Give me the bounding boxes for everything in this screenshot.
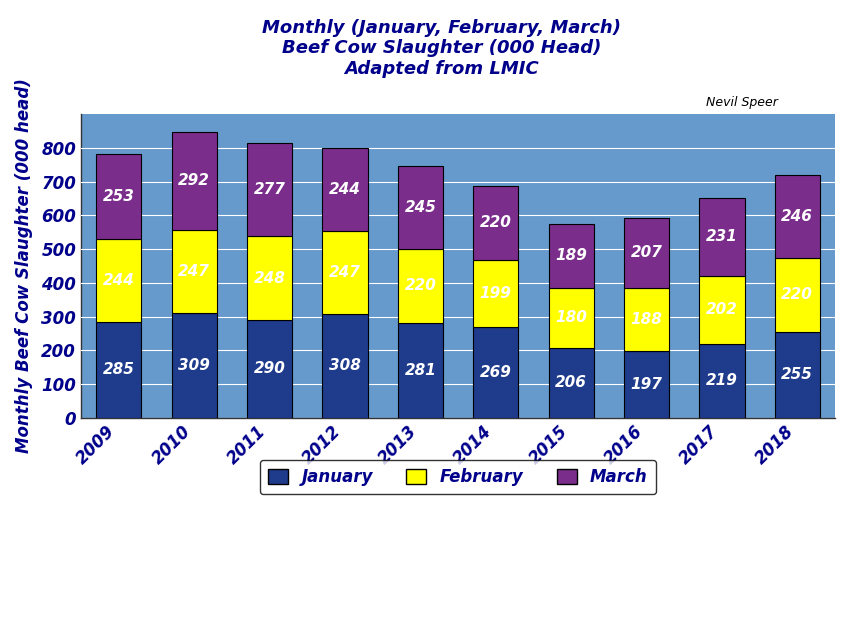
Bar — [247, 236, 292, 320]
Text: Nevil Speer: Nevil Speer — [706, 96, 778, 109]
Text: 292: 292 — [178, 174, 210, 188]
Text: 277: 277 — [253, 182, 286, 197]
Bar — [172, 230, 217, 314]
Text: 269: 269 — [479, 365, 512, 380]
Text: 308: 308 — [329, 358, 361, 373]
Text: 220: 220 — [405, 278, 436, 293]
Bar — [247, 143, 292, 236]
Text: 206: 206 — [555, 376, 587, 391]
Bar — [96, 154, 141, 239]
Text: 202: 202 — [706, 303, 738, 317]
Bar — [473, 327, 518, 418]
Text: 244: 244 — [103, 273, 134, 288]
Text: 285: 285 — [103, 362, 134, 377]
Text: Monthly (January, February, March)
Beef Cow Slaughter (000 Head)
Adapted from LM: Monthly (January, February, March) Beef … — [263, 19, 621, 78]
Text: 180: 180 — [555, 311, 587, 326]
Text: 247: 247 — [329, 265, 361, 280]
Text: 245: 245 — [405, 200, 436, 215]
Text: 281: 281 — [405, 363, 436, 378]
Bar — [700, 198, 745, 276]
Text: 244: 244 — [329, 182, 361, 197]
Text: 255: 255 — [781, 367, 813, 382]
Bar — [322, 231, 367, 314]
Text: 246: 246 — [781, 208, 813, 224]
Bar — [473, 260, 518, 327]
Text: 188: 188 — [631, 312, 662, 327]
Bar — [548, 288, 594, 348]
Text: 220: 220 — [479, 215, 512, 230]
Bar — [700, 344, 745, 418]
Text: 290: 290 — [253, 361, 286, 376]
Bar — [624, 288, 669, 352]
Text: 189: 189 — [555, 248, 587, 263]
Text: 231: 231 — [706, 229, 738, 244]
Legend: January, February, March: January, February, March — [260, 459, 656, 494]
Bar — [398, 323, 443, 418]
Text: 197: 197 — [631, 377, 662, 392]
Bar — [548, 348, 594, 418]
Text: 253: 253 — [103, 189, 134, 204]
Bar — [774, 257, 820, 332]
Bar — [624, 218, 669, 288]
Bar — [172, 131, 217, 230]
Text: 247: 247 — [178, 264, 210, 280]
Bar — [624, 352, 669, 418]
Bar — [700, 276, 745, 344]
Bar — [473, 185, 518, 260]
Text: 309: 309 — [178, 358, 210, 373]
Bar — [398, 166, 443, 249]
Bar — [774, 332, 820, 418]
Bar — [322, 148, 367, 231]
Bar — [548, 224, 594, 288]
Text: 207: 207 — [631, 246, 662, 260]
Bar — [172, 314, 217, 418]
Bar — [398, 249, 443, 323]
Text: 219: 219 — [706, 373, 738, 388]
Text: 248: 248 — [253, 270, 286, 286]
Y-axis label: Monthly Beef Cow Slaughter (000 head): Monthly Beef Cow Slaughter (000 head) — [15, 79, 33, 453]
Bar — [96, 322, 141, 418]
Bar — [774, 175, 820, 257]
Bar — [96, 239, 141, 322]
Bar — [322, 314, 367, 418]
Text: 199: 199 — [479, 286, 512, 301]
Bar — [247, 320, 292, 418]
Text: 220: 220 — [781, 287, 813, 302]
